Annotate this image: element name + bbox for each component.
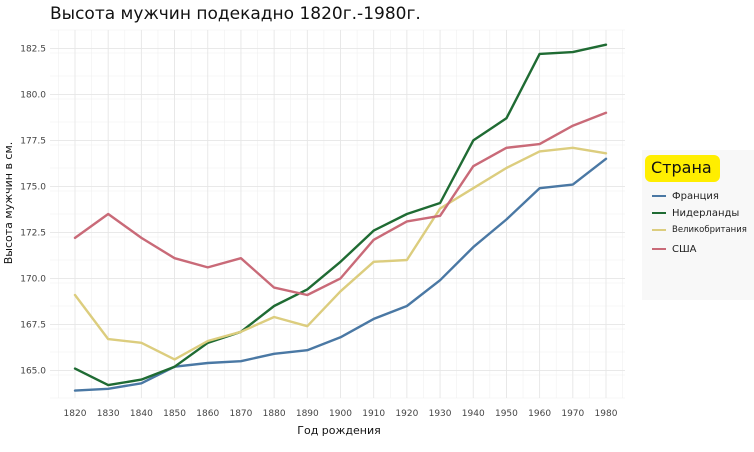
x-tick-label: 1970: [561, 409, 584, 419]
x-axis-title: Год рождения: [297, 424, 381, 437]
y-tick-labels: 165.0 167.5 170.0 172.5 175.0 177.5 180.0 182.5: [20, 44, 46, 376]
y-tick-label: 177.5: [20, 136, 46, 146]
x-tick-label: 1830: [97, 409, 120, 419]
y-tick-label: 172.5: [20, 228, 46, 238]
x-tick-label: 1930: [429, 409, 452, 419]
x-tick-label: 1880: [263, 409, 286, 419]
x-tick-label: 1870: [229, 409, 252, 419]
y-tick-label: 165.0: [20, 366, 46, 376]
x-tick-label: 1980: [595, 409, 618, 419]
grid-lines: [50, 29, 625, 399]
series-lines: [73, 43, 608, 392]
x-tick-label: 1910: [362, 409, 385, 419]
series-line-1: [73, 43, 608, 387]
legend-item-great-britain[interactable]: Великобритания: [652, 222, 747, 238]
y-tick-label: 170.0: [20, 274, 46, 284]
x-tick-labels: 1820 1830 1840 1850 1860 1870 1880 1890 1900 1910…: [64, 409, 618, 419]
legend-swatch-great-britain: [652, 228, 666, 232]
legend-label-netherlands: Нидерланды: [672, 207, 740, 219]
legend-item-usa[interactable]: США: [652, 241, 697, 257]
legend-label-usa: США: [672, 243, 697, 255]
x-tick-label: 1950: [495, 409, 518, 419]
x-tick-label: 1820: [64, 409, 87, 419]
legend-swatch-france: [652, 194, 666, 198]
legend: Страна Франция Нидерланды Великобритания…: [642, 150, 754, 300]
legend-label-great-britain: Великобритания: [672, 225, 747, 235]
x-tick-label: 1920: [395, 409, 418, 419]
legend-item-france[interactable]: Франция: [652, 188, 719, 204]
y-tick-label: 182.5: [20, 44, 46, 54]
legend-swatch-netherlands: [652, 211, 666, 215]
y-tick-label: 175.0: [20, 182, 46, 192]
x-tick-label: 1900: [329, 409, 352, 419]
x-tick-label: 1890: [296, 409, 319, 419]
x-tick-label: 1940: [462, 409, 485, 419]
y-tick-label: 167.5: [20, 320, 46, 330]
x-tick-label: 1840: [130, 409, 153, 419]
x-tick-label: 1860: [196, 409, 219, 419]
y-axis-title: Высота мужчин в см.: [2, 142, 15, 265]
chart-title: Высота мужчин подекадно 1820г.-1980г.: [50, 4, 421, 24]
legend-label-france: Франция: [672, 190, 719, 202]
legend-item-netherlands[interactable]: Нидерланды: [652, 205, 739, 221]
legend-swatch-usa: [652, 247, 666, 251]
series-line-2: [73, 146, 608, 361]
y-tick-label: 180.0: [20, 90, 46, 100]
legend-title: Страна: [645, 155, 720, 182]
x-tick-label: 1850: [163, 409, 186, 419]
x-tick-label: 1960: [528, 409, 551, 419]
series-line-3: [73, 111, 608, 297]
